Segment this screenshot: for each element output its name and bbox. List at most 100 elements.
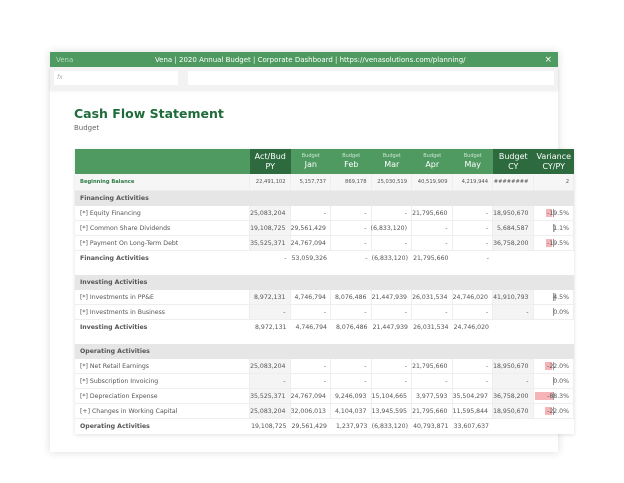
table-cell[interactable]: 24,746,020 (452, 290, 493, 305)
variance-cell[interactable]: 4.5% (533, 290, 574, 305)
table-cell[interactable]: - (452, 236, 493, 251)
table-cell[interactable]: 35,525,371 (250, 389, 291, 404)
variance-cell[interactable]: -22.0% (533, 359, 574, 374)
variance-cell[interactable]: 0.0% (533, 305, 574, 320)
table-cell[interactable]: - (331, 374, 372, 389)
table-cell[interactable]: - (452, 206, 493, 221)
header-label-cell (75, 149, 250, 174)
table-cell[interactable]: - (371, 374, 412, 389)
variance-cell[interactable]: 0.0% (533, 374, 574, 389)
table-cell[interactable]: - (290, 359, 331, 374)
row-label: [*] Subscription Invoicing (75, 374, 250, 389)
table-cell[interactable]: 18,950,670 (493, 206, 534, 221)
column-header-line1: Budget (423, 153, 442, 160)
table-cell[interactable]: - (290, 206, 331, 221)
table-cell[interactable]: - (371, 236, 412, 251)
table-cell[interactable]: 26,031,534 (412, 290, 453, 305)
formula-input[interactable] (188, 71, 554, 85)
table-cell[interactable]: - (250, 305, 291, 320)
table-cell[interactable]: - (452, 221, 493, 236)
table-cell[interactable]: 24,767,094 (290, 389, 331, 404)
table-cell[interactable]: 3,977,593 (412, 389, 453, 404)
column-header-line1: Variance (536, 152, 572, 162)
table-cell[interactable]: - (493, 374, 534, 389)
table-cell (250, 344, 291, 359)
variance-axis (552, 209, 554, 217)
column-header[interactable]: Variance CY/PY (533, 149, 574, 174)
variance-bar (545, 239, 553, 247)
variance-cell[interactable]: -19.5% (533, 206, 574, 221)
table-cell[interactable]: 18,950,670 (493, 404, 534, 419)
table-cell[interactable]: 35,504,297 (452, 389, 493, 404)
table-cell[interactable]: - (412, 374, 453, 389)
table-cell: - (284, 255, 287, 262)
table-cell[interactable]: - (331, 305, 372, 320)
column-header[interactable]: Budget CY (493, 149, 534, 174)
table-cell[interactable]: 29,561,429 (290, 221, 331, 236)
table-cell[interactable]: 24,767,094 (290, 236, 331, 251)
variance-cell[interactable]: 1.1% (533, 221, 574, 236)
table-cell[interactable]: 19,108,725 (250, 221, 291, 236)
table-cell[interactable]: - (290, 374, 331, 389)
table-cell[interactable]: - (250, 374, 291, 389)
table-cell[interactable]: 36,758,200 (493, 389, 534, 404)
table-cell[interactable]: 8,076,486 (331, 290, 372, 305)
table-cell[interactable]: 4,104,037 (331, 404, 372, 419)
table-cell[interactable]: - (331, 236, 372, 251)
variance-cell[interactable]: -88.3% (533, 389, 574, 404)
column-header[interactable]: Act/Bud PY (250, 149, 291, 174)
table-cell[interactable]: 4,746,794 (290, 290, 331, 305)
table-cell[interactable]: 21,795,660 (412, 206, 453, 221)
table-cell[interactable]: - (371, 206, 412, 221)
page-title: Cash Flow Statement (74, 106, 224, 121)
table-cell (291, 275, 332, 290)
table-cell[interactable]: 13,945,595 (371, 404, 412, 419)
table-cell[interactable]: 5,684,587 (493, 221, 534, 236)
table-cell[interactable]: - (493, 305, 534, 320)
table-cell[interactable]: - (452, 305, 493, 320)
row-label: [*] Depreciation Expense (75, 389, 250, 404)
row-label: [*] Investments in PP&E (75, 290, 250, 305)
column-header[interactable]: Budget May (453, 149, 494, 174)
table-cell[interactable]: - (412, 305, 453, 320)
column-header[interactable]: Budget Feb (331, 149, 372, 174)
column-header[interactable]: Budget Jan (291, 149, 332, 174)
row-label: Financing Activities (80, 255, 149, 262)
variance-cell[interactable]: -22.0% (533, 404, 574, 419)
table-row: [*] Subscription Invoicing - - - - - - -0.0% (75, 374, 574, 389)
table-cell[interactable]: - (371, 305, 412, 320)
table-cell[interactable]: - (412, 236, 453, 251)
table-cell[interactable]: (6,833,120) (371, 221, 412, 236)
table-cell[interactable]: 21,447,939 (371, 290, 412, 305)
column-header[interactable]: Budget Mar (372, 149, 413, 174)
table-cell[interactable]: 18,950,670 (493, 359, 534, 374)
table-cell[interactable]: - (331, 359, 372, 374)
table-cell[interactable]: 25,083,204 (250, 359, 291, 374)
table-cell[interactable]: 11,595,844 (452, 404, 493, 419)
table-cell[interactable]: 25,083,204 (250, 206, 291, 221)
table-cell[interactable]: 8,972,131 (250, 290, 291, 305)
table-cell[interactable]: - (452, 374, 493, 389)
table-cell[interactable]: - (331, 206, 372, 221)
table-cell[interactable]: 36,758,200 (493, 236, 534, 251)
table-cell[interactable]: - (452, 359, 493, 374)
table-cell[interactable]: 32,006,013 (290, 404, 331, 419)
table-cell[interactable]: - (412, 221, 453, 236)
variance-value: 1.1% (553, 224, 569, 232)
table-cell[interactable]: 35,525,371 (250, 236, 291, 251)
table-cell[interactable]: 15,104,665 (371, 389, 412, 404)
table-cell[interactable]: - (290, 305, 331, 320)
column-header[interactable]: Budget Apr (412, 149, 453, 174)
table-cell[interactable]: - (371, 359, 412, 374)
close-icon[interactable]: × (544, 54, 552, 65)
table-cell[interactable]: 9,246,093 (331, 389, 372, 404)
table-cell[interactable]: 21,795,660 (412, 359, 453, 374)
table-cell[interactable]: 21,795,660 (412, 404, 453, 419)
variance-cell[interactable]: -19.5% (533, 236, 574, 251)
table-cell: 53,059,326 (291, 255, 327, 262)
table-cell[interactable]: 25,083,204 (250, 404, 291, 419)
table-cell[interactable]: - (331, 221, 372, 236)
variance-axis (552, 224, 554, 232)
table-cell[interactable]: 41,910,793 (493, 290, 534, 305)
cell-reference-input[interactable]: fx (54, 71, 178, 85)
